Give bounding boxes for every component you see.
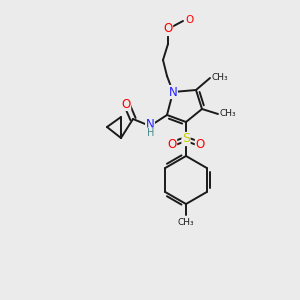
Text: O: O [195, 137, 205, 151]
Text: N: N [146, 118, 154, 131]
Text: O: O [164, 22, 172, 35]
Text: O: O [167, 137, 177, 151]
Text: O: O [185, 15, 193, 25]
Text: CH₃: CH₃ [178, 218, 194, 227]
Text: N: N [169, 85, 177, 98]
Text: CH₃: CH₃ [220, 110, 237, 118]
Text: S: S [182, 133, 190, 146]
Text: CH₃: CH₃ [212, 73, 229, 82]
Text: O: O [122, 98, 130, 110]
Text: H: H [147, 128, 155, 138]
